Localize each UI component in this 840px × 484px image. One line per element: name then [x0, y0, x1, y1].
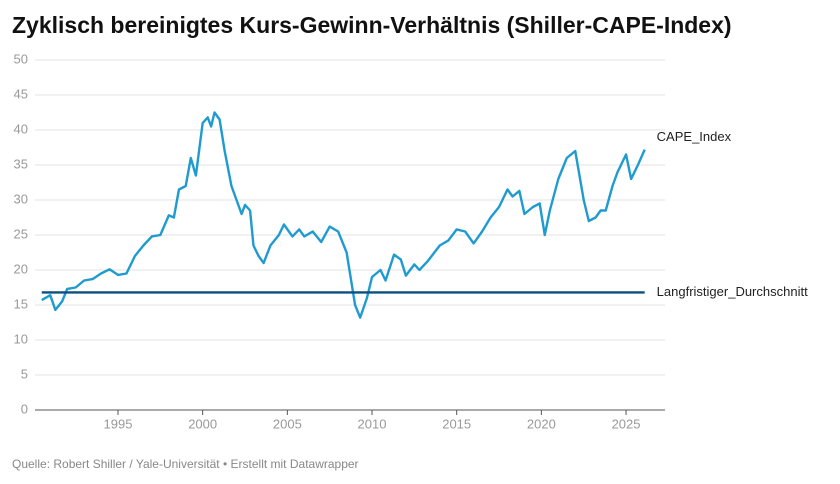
y-tick-label: 15 [14, 296, 28, 311]
y-tick-label: 30 [14, 191, 28, 206]
series-label: Langfristiger_Durchschnitt [657, 284, 808, 299]
chart-title: Zyklisch bereinigtes Kurs-Gewinn-Verhält… [12, 12, 732, 38]
x-tick-label: 2020 [527, 416, 556, 431]
x-tick-label: 2010 [358, 416, 387, 431]
series-label: CAPE_Index [657, 129, 732, 144]
line [41, 111, 646, 319]
y-tick-label: 50 [14, 51, 28, 66]
y-tick-label: 40 [14, 121, 28, 136]
source: Quelle: Robert Shiller / Yale-Universitä… [12, 457, 359, 471]
y-tick-label: 20 [14, 261, 28, 276]
x-tick-label: 2000 [188, 416, 217, 431]
y-tick-label: 45 [14, 86, 28, 101]
y-tick-label: 25 [14, 226, 28, 241]
x-tick-label: 2025 [612, 416, 641, 431]
y-tick-label: 0 [21, 401, 28, 416]
y-tick-label: 5 [21, 366, 28, 381]
y-tick-label: 10 [14, 331, 28, 346]
x-tick-label: 1995 [104, 416, 133, 431]
y-tick-label: 35 [14, 156, 28, 171]
x-tick-label: 2015 [442, 416, 471, 431]
x-tick-label: 2005 [273, 416, 302, 431]
